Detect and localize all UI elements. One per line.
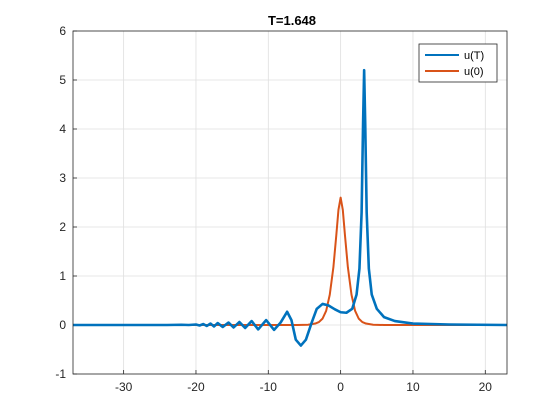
y-tick-label: 2 <box>59 220 66 234</box>
legend-box <box>418 43 498 83</box>
legend-label-ut: u(T) <box>464 50 484 62</box>
y-tick-label: 1 <box>59 269 66 283</box>
series-line-ut <box>73 68 507 347</box>
y-tick-label: 5 <box>59 73 66 87</box>
y-tick-label: -1 <box>55 367 66 381</box>
y-tick-label: 6 <box>59 24 66 38</box>
x-tick-label: -30 <box>115 380 133 394</box>
x-tick-label: 10 <box>406 380 420 394</box>
y-tick-label: 0 <box>59 318 66 332</box>
legend: u(T) u(0) <box>418 43 498 83</box>
chart-title: T=1.648 <box>268 13 316 28</box>
x-tick-label: 0 <box>337 380 344 394</box>
series-line-u0 <box>73 196 507 326</box>
series-lines <box>73 68 507 347</box>
y-tick-label: 3 <box>59 171 66 185</box>
x-tick-label: -20 <box>187 380 205 394</box>
axes-box <box>72 30 508 375</box>
y-tick-label: 4 <box>59 122 66 136</box>
x-tick-label: 20 <box>479 380 493 394</box>
plot-area <box>73 31 507 374</box>
x-tick-label: -10 <box>260 380 278 394</box>
legend-label-u0: u(0) <box>464 66 484 78</box>
